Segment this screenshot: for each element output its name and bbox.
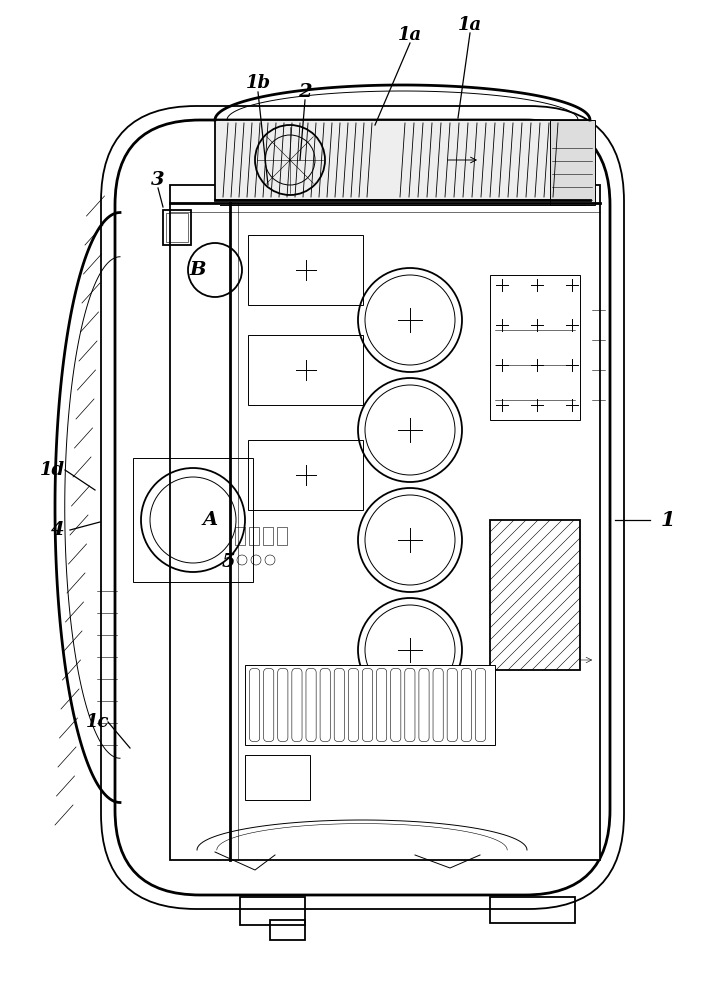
Text: 1a: 1a	[458, 16, 482, 34]
FancyBboxPatch shape	[433, 668, 443, 742]
Bar	[248, 440, 363, 510]
FancyBboxPatch shape	[461, 668, 471, 742]
FancyBboxPatch shape	[390, 668, 401, 742]
Bar	[490, 520, 580, 670]
Bar	[166, 213, 188, 242]
FancyBboxPatch shape	[475, 668, 485, 742]
Bar	[248, 335, 363, 405]
Bar	[245, 665, 495, 745]
FancyBboxPatch shape	[334, 668, 345, 742]
Text: 1d: 1d	[39, 461, 64, 479]
FancyBboxPatch shape	[447, 668, 458, 742]
Text: 4: 4	[51, 521, 65, 539]
FancyBboxPatch shape	[250, 668, 260, 742]
FancyBboxPatch shape	[348, 668, 358, 742]
Text: A: A	[202, 511, 217, 529]
FancyBboxPatch shape	[292, 668, 302, 742]
FancyBboxPatch shape	[419, 668, 429, 742]
Bar	[240, 897, 305, 925]
FancyBboxPatch shape	[264, 668, 274, 742]
FancyBboxPatch shape	[377, 668, 387, 742]
Bar	[248, 235, 363, 305]
Bar	[163, 210, 191, 245]
Bar	[490, 275, 580, 420]
Bar	[249, 527, 259, 545]
Text: B: B	[189, 261, 206, 279]
Bar	[270, 920, 305, 940]
Bar	[245, 755, 310, 800]
FancyBboxPatch shape	[320, 668, 330, 742]
Text: 1c: 1c	[87, 713, 109, 731]
Text: 1b: 1b	[245, 74, 270, 92]
Text: 2: 2	[298, 83, 312, 101]
Text: 1: 1	[661, 510, 675, 530]
FancyBboxPatch shape	[306, 668, 316, 742]
FancyBboxPatch shape	[405, 668, 415, 742]
Text: 1a: 1a	[398, 26, 422, 44]
Bar	[170, 185, 600, 860]
FancyBboxPatch shape	[363, 668, 373, 742]
Bar	[263, 527, 273, 545]
Bar	[215, 120, 590, 200]
Bar	[490, 897, 575, 923]
Bar	[277, 527, 287, 545]
Bar	[235, 527, 245, 545]
FancyBboxPatch shape	[277, 668, 288, 742]
Text: 5: 5	[221, 553, 235, 571]
FancyBboxPatch shape	[115, 120, 610, 895]
Bar	[550, 120, 595, 205]
Bar	[133, 458, 253, 582]
Text: 3: 3	[151, 171, 165, 189]
